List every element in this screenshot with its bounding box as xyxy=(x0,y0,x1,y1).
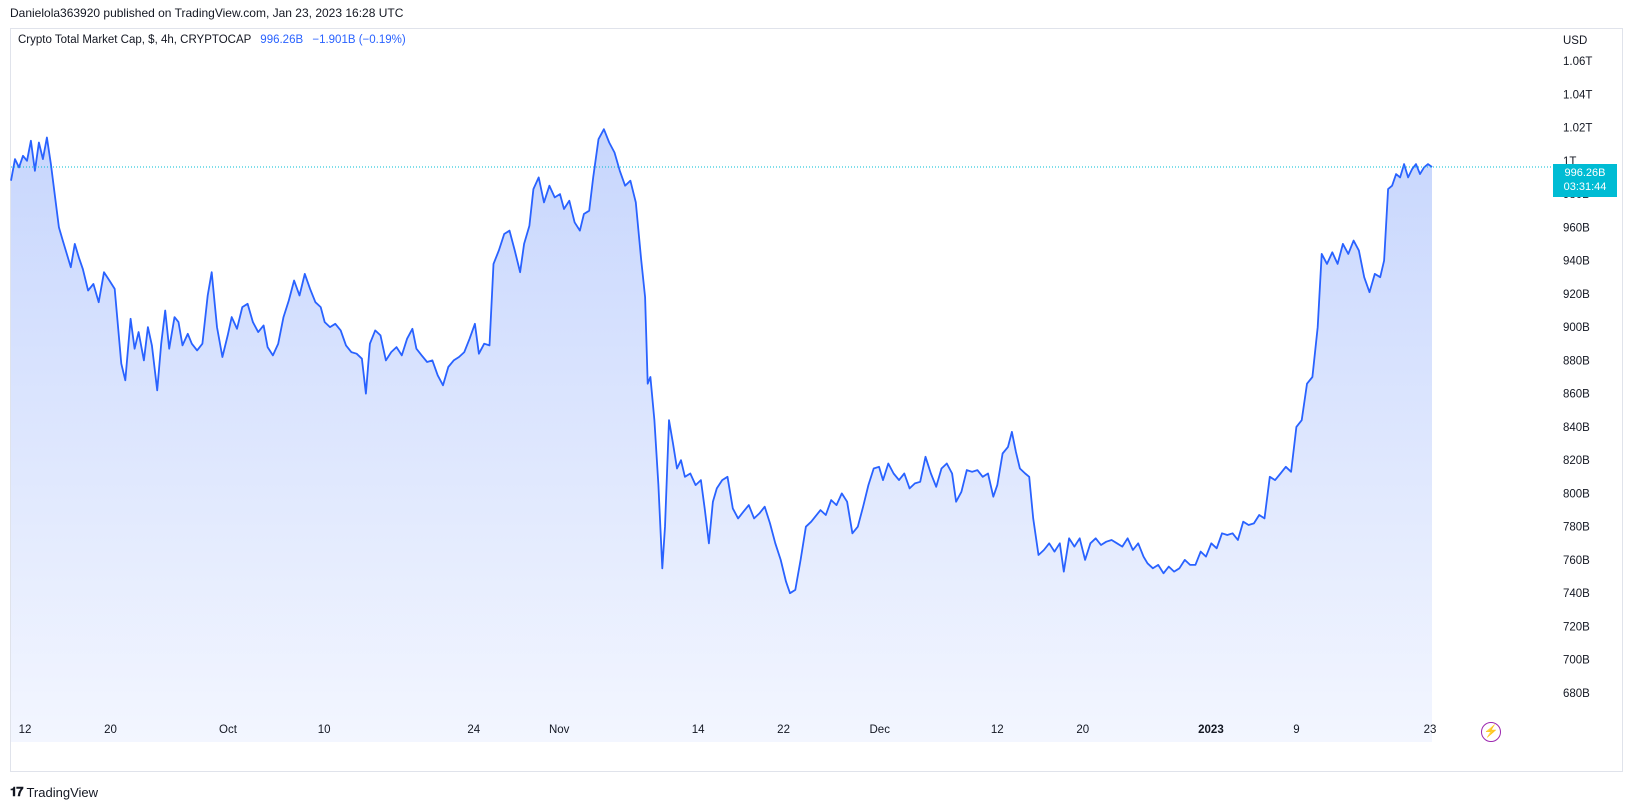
y-tick-label: 940B xyxy=(1563,256,1590,268)
published-by-line: Danielola363920 published on TradingView… xyxy=(10,6,404,20)
y-tick-label: 780B xyxy=(1563,522,1590,534)
y-tick-label: 800B xyxy=(1563,488,1590,500)
last-price-tag: 996.26B 03:31:44 xyxy=(1553,164,1617,197)
x-tick-label: 24 xyxy=(467,724,480,736)
tradingview-brand[interactable]: 𝟏𝟕 TradingView xyxy=(10,784,98,800)
y-tick-label: 720B xyxy=(1563,621,1590,633)
y-tick-label: 1.04T xyxy=(1563,89,1592,101)
chart-legend[interactable]: Crypto Total Market Cap, $, 4h, CRYPTOCA… xyxy=(18,34,406,46)
x-tick-label: 2023 xyxy=(1198,724,1224,736)
y-tick-label: 860B xyxy=(1563,389,1590,401)
x-tick-label: Dec xyxy=(870,724,891,736)
y-tick-label: 840B xyxy=(1563,422,1590,434)
bar-countdown: 03:31:44 xyxy=(1563,181,1607,193)
plot-area xyxy=(10,128,1433,742)
price-axis[interactable]: 1.06T1.04T1.02T1T980B960B940B920B900B880… xyxy=(1563,56,1592,700)
legend-change: −1.901B (−0.19%) xyxy=(312,34,406,46)
x-tick-label: 20 xyxy=(104,724,117,736)
x-tick-label: 23 xyxy=(1424,724,1437,736)
y-tick-label: 900B xyxy=(1563,322,1590,334)
y-tick-label: 960B xyxy=(1563,222,1590,234)
lightning-icon[interactable]: ⚡ xyxy=(1481,722,1501,742)
x-tick-label: Oct xyxy=(219,724,238,736)
area-fill xyxy=(11,129,1432,742)
y-tick-label: 1.02T xyxy=(1563,123,1592,135)
x-tick-label: 12 xyxy=(991,724,1004,736)
x-tick-label: 9 xyxy=(1293,724,1299,736)
last-price-value: 996.26B xyxy=(1564,167,1606,179)
tradingview-logo-icon: 𝟏𝟕 xyxy=(10,784,24,799)
y-tick-label: 700B xyxy=(1563,655,1590,667)
y-tick-label: 1.06T xyxy=(1563,56,1592,68)
brand-name: TradingView xyxy=(26,784,99,800)
x-tick-label: Nov xyxy=(549,724,570,736)
y-tick-label: 680B xyxy=(1563,688,1590,700)
x-tick-label: 10 xyxy=(318,724,331,736)
chart-frame xyxy=(10,28,1623,772)
y-tick-label: 740B xyxy=(1563,588,1590,600)
legend-value: 996.26B xyxy=(260,34,304,46)
y-tick-label: 760B xyxy=(1563,555,1590,567)
y-tick-label: 820B xyxy=(1563,455,1590,467)
x-tick-label: 12 xyxy=(19,724,32,736)
legend-symbol: Crypto Total Market Cap, $, 4h, CRYPTOCA… xyxy=(18,34,252,46)
y-tick-label: 920B xyxy=(1563,289,1590,301)
x-tick-label: 14 xyxy=(692,724,705,736)
y-tick-label: 880B xyxy=(1563,355,1590,367)
currency-label: USD xyxy=(1563,35,1587,47)
market-cap-line xyxy=(10,128,1433,595)
x-tick-label: 22 xyxy=(777,724,790,736)
x-tick-label: 20 xyxy=(1076,724,1089,736)
time-axis[interactable]: 12 20 Oct 10 24 Nov 14 22 Dec 12 20 2023 9 23 xyxy=(19,724,1437,736)
